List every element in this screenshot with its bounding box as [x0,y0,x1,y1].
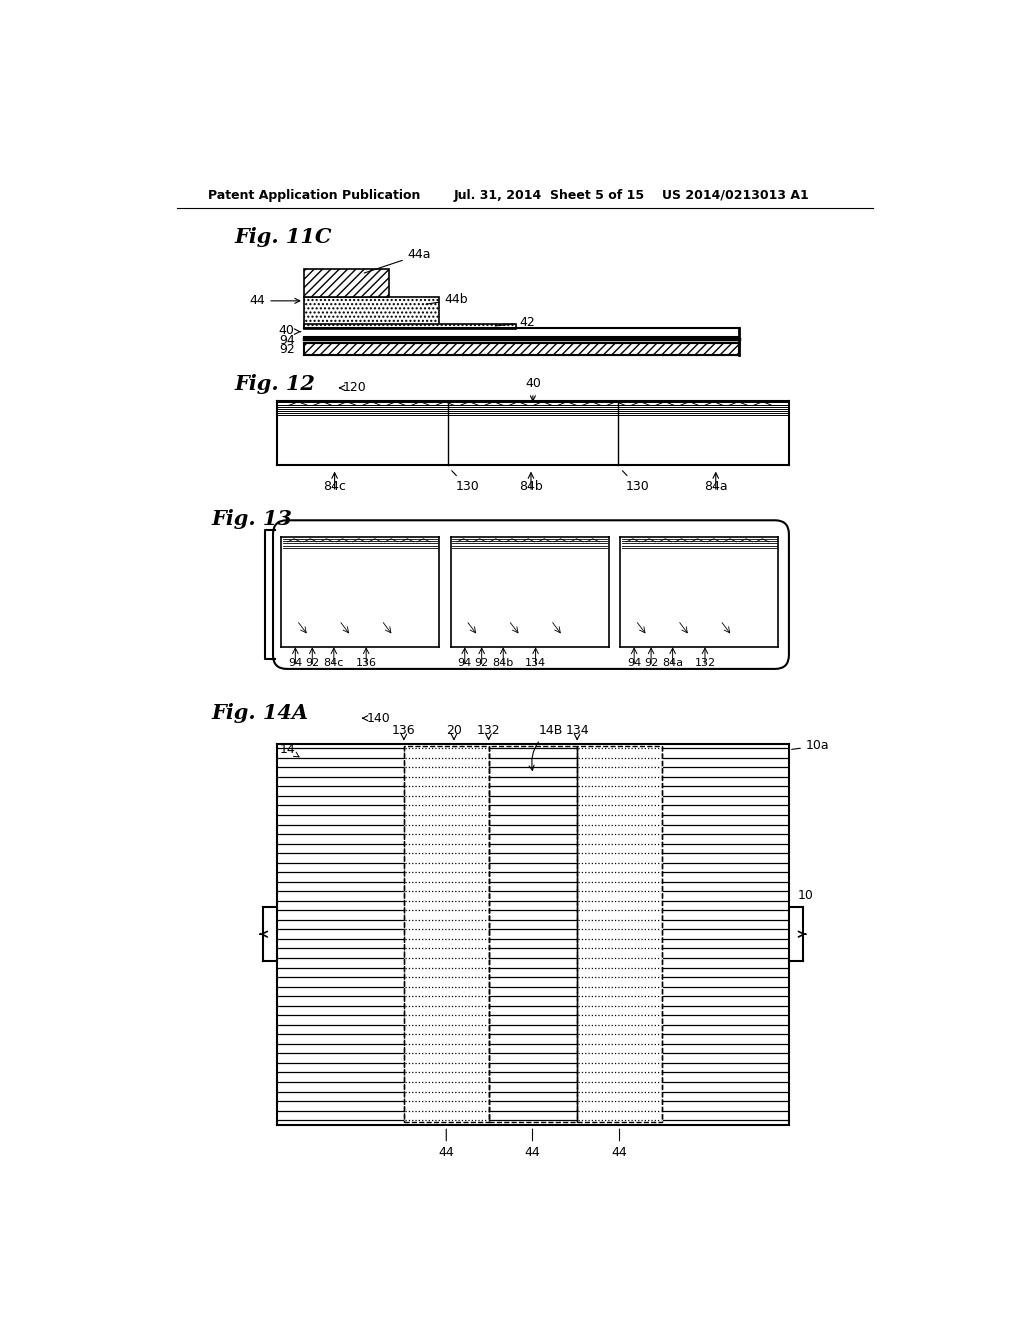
Text: 94: 94 [288,659,302,668]
Text: 94: 94 [458,659,472,668]
Text: 92: 92 [474,659,488,668]
Text: 42: 42 [496,315,536,329]
Text: Fig. 11C: Fig. 11C [234,227,332,247]
Text: 84a: 84a [703,480,728,494]
Text: 136: 136 [355,659,377,668]
Text: 14: 14 [280,743,299,756]
Text: 40: 40 [525,378,541,401]
Text: 84c: 84c [324,480,346,494]
Text: 92: 92 [644,659,658,668]
Text: 134: 134 [565,723,589,737]
Text: 140: 140 [362,711,390,725]
Text: 44a: 44a [365,248,431,273]
Text: 132: 132 [477,723,501,737]
Text: 44: 44 [611,1129,628,1159]
Text: 134: 134 [525,659,546,668]
Bar [578,746,662,1122]
Text: Fig. 13: Fig. 13 [211,508,292,529]
Text: US 2014/0213013 A1: US 2014/0213013 A1 [662,189,809,202]
Bar [304,323,515,330]
Text: 20: 20 [446,723,462,737]
Text: 14B: 14B [529,723,563,771]
Text: Fig. 14A: Fig. 14A [211,702,308,723]
Text: 84a: 84a [663,659,683,668]
Text: 44: 44 [524,1129,541,1159]
Bar [304,343,739,355]
Bar [403,746,488,1122]
Text: 44: 44 [250,294,300,308]
Text: 92: 92 [305,659,319,668]
Text: 130: 130 [623,471,649,494]
Text: 94: 94 [627,659,641,668]
Text: 136: 136 [392,723,416,737]
Text: 84b: 84b [519,480,543,494]
Text: 120: 120 [340,381,367,395]
Text: 130: 130 [452,471,479,494]
Text: 92: 92 [279,343,295,356]
Text: Patent Application Publication: Patent Application Publication [208,189,420,202]
Text: 84b: 84b [493,659,514,668]
Text: 10a: 10a [792,739,829,752]
Text: 84c: 84c [324,659,344,668]
Text: 132: 132 [694,659,716,668]
Text: 44b: 44b [426,293,468,306]
Text: 44: 44 [438,1129,454,1159]
Bar [488,746,578,1122]
Text: Fig. 12: Fig. 12 [234,374,315,393]
Text: 10: 10 [798,890,814,902]
Bar [304,297,438,327]
Text: Jul. 31, 2014  Sheet 5 of 15: Jul. 31, 2014 Sheet 5 of 15 [454,189,645,202]
Bar [304,268,388,297]
Text: 40: 40 [279,323,295,337]
Text: 94: 94 [279,334,295,347]
